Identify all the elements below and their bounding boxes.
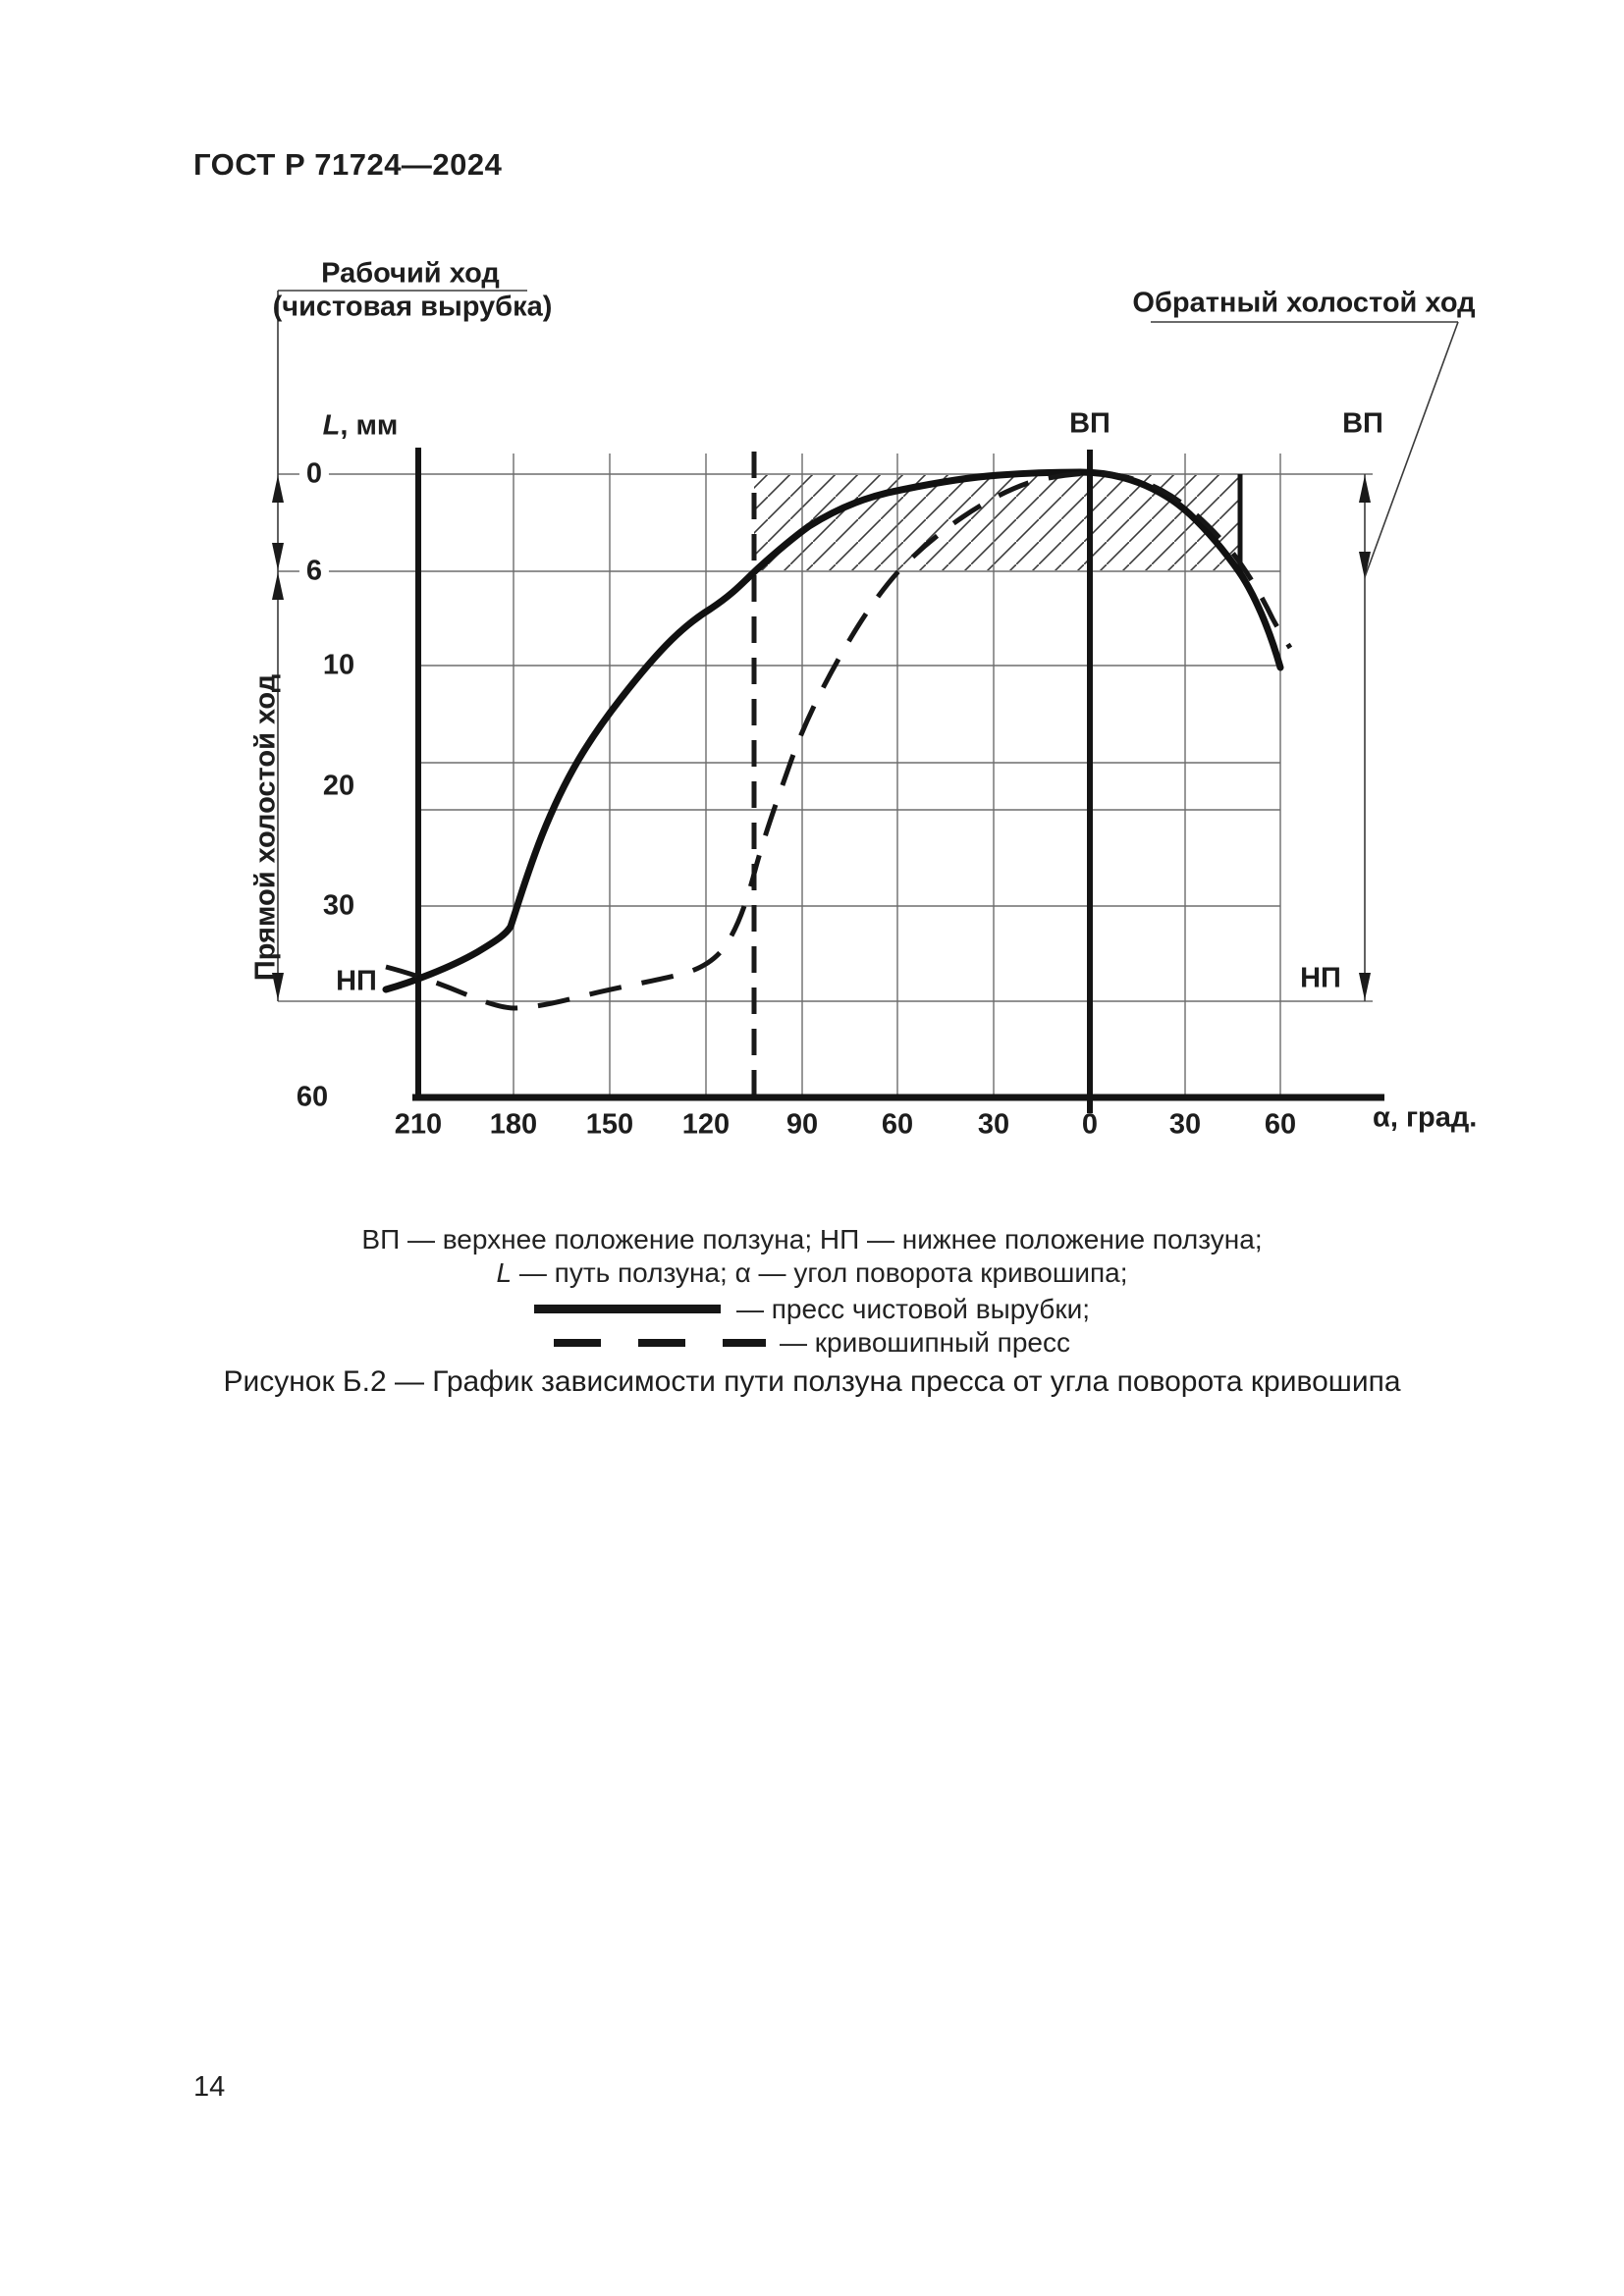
- y-axis-unit-label: L, мм: [323, 410, 399, 443]
- working-stroke-label-line2: (чистовая вырубка): [272, 291, 553, 323]
- vertical-gridlines: [513, 454, 1281, 1097]
- legend-solid-label: — пресс чистовой вырубки;: [735, 1293, 1090, 1324]
- vp-label-left: ВП: [1069, 407, 1110, 440]
- x-tick-30r: 30: [1168, 1108, 1202, 1141]
- return-idle-leader-line: [1151, 321, 1459, 578]
- y-tick-60: 60: [296, 1081, 329, 1113]
- page-header: ГОСТ Р 71724—2024: [193, 147, 503, 182]
- direct-idle-stroke-label: Прямой холостой ход: [249, 673, 282, 982]
- curve-crank-press: [385, 470, 1293, 1011]
- np-label-right: НП: [1300, 962, 1341, 994]
- y-tick-10: 10: [322, 649, 355, 681]
- right-dimension-arrows: [1359, 475, 1371, 1000]
- left-dimension-arrows: [272, 475, 284, 1000]
- y-tick-6: 6: [298, 555, 330, 588]
- legend-line-2-letter: L: [496, 1257, 513, 1288]
- legend-solid-line-sample: [533, 1305, 721, 1313]
- working-stroke-label-line1: Рабочий ход: [321, 257, 500, 290]
- y-tick-30: 30: [322, 889, 355, 922]
- x-tick-180: 180: [489, 1108, 538, 1141]
- y-tick-20: 20: [322, 770, 355, 802]
- figure-caption: Рисунок Б.2 — График зависимости пути по…: [223, 1365, 1401, 1398]
- horizontal-gridlines: [278, 473, 1373, 1002]
- legend-line-1: ВП — верхнее положение ползуна; НП — ниж…: [361, 1224, 1263, 1255]
- legend-dashed-line-sample: [554, 1339, 767, 1347]
- x-tick-120: 120: [681, 1108, 731, 1141]
- legend-line-2: L — путь ползуна; α — угол поворота крив…: [0, 1257, 1624, 1289]
- vp-label-right: ВП: [1342, 407, 1383, 440]
- legend-dashed-entry: — кривошипный пресс: [0, 1322, 1624, 1359]
- page-number: 14: [193, 2071, 226, 2103]
- x-tick-210: 210: [394, 1108, 443, 1141]
- y-axis-unit-rest: , мм: [340, 409, 399, 442]
- y-axis-unit-letter: L: [322, 409, 341, 442]
- y-tick-0: 0: [298, 457, 330, 491]
- np-label-left: НП: [336, 965, 377, 997]
- x-axis-unit-label: α, град.: [1373, 1101, 1478, 1134]
- legend-line-2-rest: — путь ползуна; α — угол поворота кривош…: [512, 1257, 1128, 1288]
- left-dimension-lines: [277, 290, 527, 1001]
- legend-solid-entry: — пресс чистовой вырубки;: [0, 1289, 1624, 1325]
- x-tick-60r: 60: [1264, 1108, 1297, 1141]
- curve-fine-blanking-press: [382, 468, 1284, 993]
- x-tick-30: 30: [977, 1108, 1010, 1141]
- x-tick-0: 0: [1081, 1108, 1099, 1141]
- hatched-zone: [754, 475, 1240, 570]
- legend-dashed-label: — кривошипный пресс: [780, 1327, 1070, 1358]
- x-tick-60: 60: [881, 1108, 914, 1141]
- x-tick-90: 90: [785, 1108, 819, 1141]
- x-tick-150: 150: [585, 1108, 634, 1141]
- return-idle-stroke-label: Обратный холостой ход: [1132, 287, 1476, 319]
